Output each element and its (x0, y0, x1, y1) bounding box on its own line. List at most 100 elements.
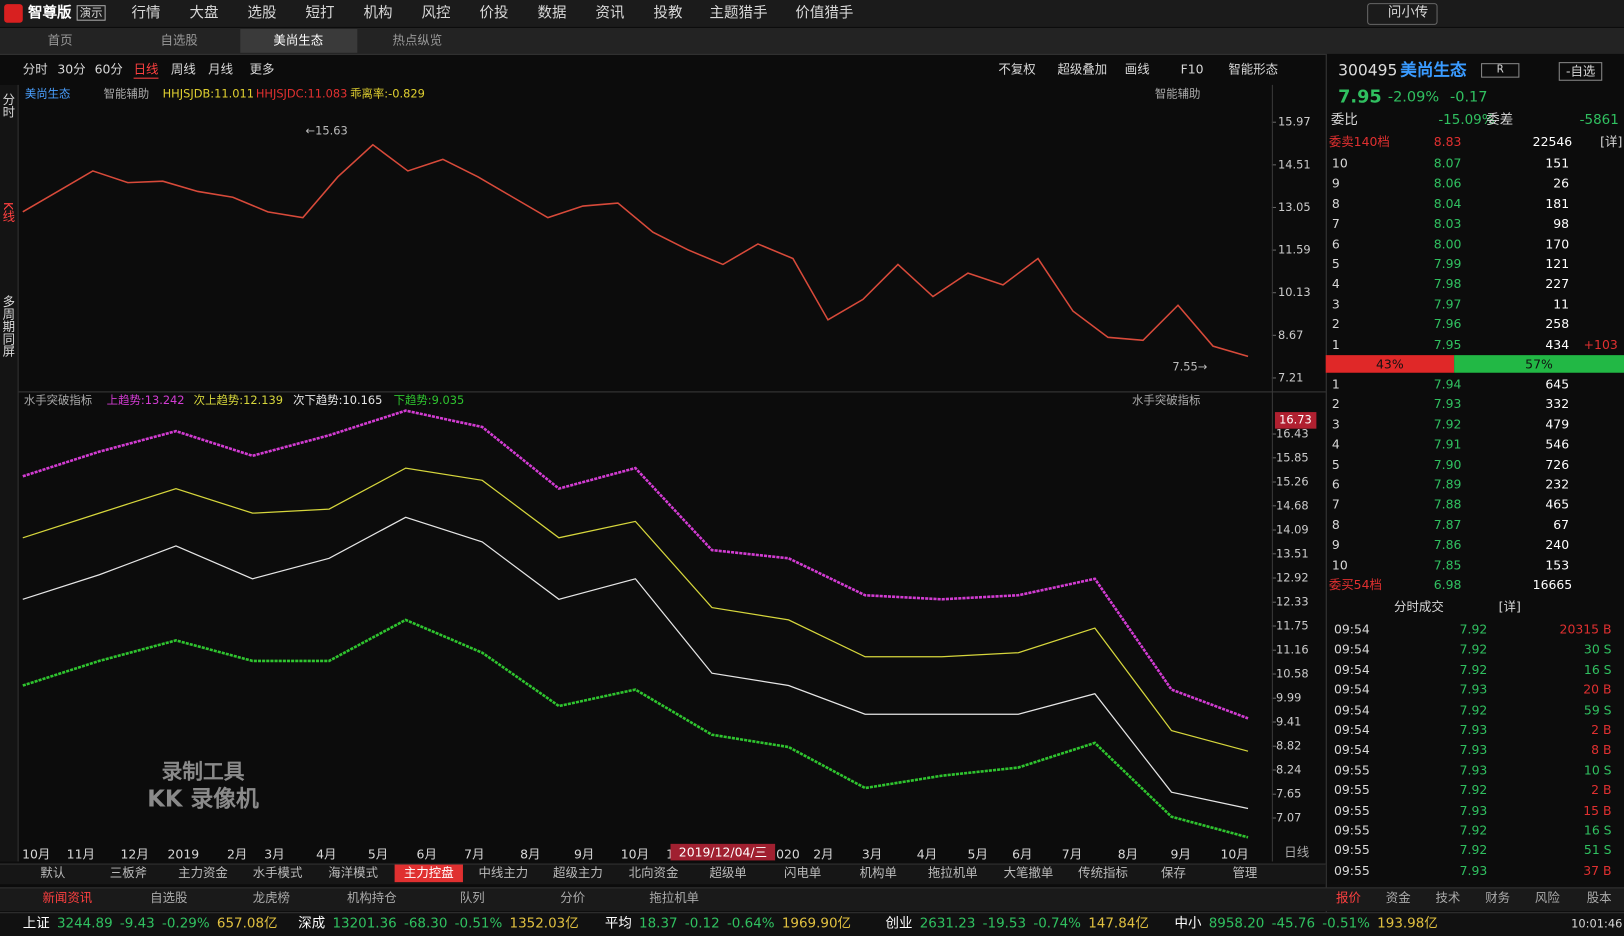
period-button[interactable]: 60分 (94, 62, 123, 77)
quote-tab[interactable]: 股本 (1586, 890, 1612, 905)
tab-label[interactable]: 首页 (47, 33, 73, 48)
y-tick-label: 7.21 (1278, 370, 1303, 384)
period-button[interactable]: 日线 (133, 61, 159, 79)
info-tab[interactable]: 自选股 (150, 890, 188, 905)
side-tab[interactable]: 分时 (1, 93, 16, 119)
indicator-tab[interactable]: 海洋模式 (328, 865, 379, 881)
bid-volume: 332 (1545, 396, 1570, 412)
info-tab[interactable]: 分价 (560, 890, 586, 905)
indicator-tab[interactable]: 超级单 (709, 865, 747, 881)
indicator-tab[interactable]: 传统指标 (1078, 865, 1128, 881)
side-tab[interactable]: K线 (1, 201, 16, 223)
indicator-tab[interactable]: 主力控盘 (403, 865, 454, 881)
tool-button[interactable]: 智能形态 (1228, 62, 1279, 77)
indicator-tab-bar (0, 863, 1326, 885)
index-value: 3244.89 (56, 916, 113, 932)
menu-item[interactable]: 短打 (305, 5, 335, 22)
index-item: 深成 13201.36 -68.30 -0.51% 1352.03亿 (298, 916, 588, 933)
quote-tab[interactable]: 技术 (1435, 890, 1461, 905)
tool-button[interactable]: 超级叠加 (1057, 62, 1108, 77)
trade-time: 09:54 (1333, 742, 1370, 758)
indicator-tab[interactable]: 中线主力 (478, 865, 529, 881)
tab-label[interactable]: 美尚生态 (273, 33, 324, 48)
detail-link[interactable]: [详] (1600, 134, 1623, 150)
detail-link[interactable]: [详] (1498, 599, 1521, 614)
index-name: 创业 (885, 916, 913, 932)
info-tab[interactable]: 龙虎榜 (252, 890, 291, 905)
indicator-tab[interactable]: 拖拉机单 (927, 865, 978, 881)
bid-total-label: 委买54档 (1328, 577, 1382, 593)
indicator-tab[interactable]: 大笔撤单 (1003, 865, 1054, 881)
side-tab[interactable]: 多周期同屏 (1, 295, 16, 358)
tool-button[interactable]: 画线 (1124, 62, 1150, 77)
menu-item[interactable]: 行情 (131, 5, 161, 22)
ask-price: 7.98 (1433, 276, 1462, 292)
quote-tab[interactable]: 财务 (1485, 890, 1511, 905)
trade-time: 09:55 (1333, 803, 1370, 818)
trade-price: 7.92 (1459, 622, 1488, 637)
menu-item[interactable]: 价值猎手 (795, 5, 854, 22)
indicator-tab[interactable]: 主力资金 (178, 865, 228, 881)
search-box[interactable] (1367, 3, 1438, 25)
indicator-tab[interactable]: 三板斧 (109, 865, 148, 881)
tab[interactable] (240, 28, 358, 53)
period-button[interactable]: 30分 (57, 62, 86, 77)
ask-volume: 26 (1553, 176, 1570, 191)
ask-level: 8 (1331, 196, 1340, 212)
indicator-tab[interactable]: 闪电单 (784, 865, 822, 881)
info-tab[interactable]: 拖拉机单 (649, 890, 700, 905)
quote-tab[interactable]: 报价 (1336, 890, 1361, 905)
period-button[interactable]: 更多 (249, 62, 275, 77)
menu-item[interactable]: 主题猎手 (709, 5, 768, 22)
bid-volume: 153 (1545, 557, 1570, 573)
info-tab[interactable]: 机构持仓 (346, 890, 397, 905)
bid-volume: 465 (1545, 497, 1570, 512)
menu-item[interactable]: 机构 (363, 5, 393, 22)
trade-price: 7.92 (1459, 642, 1488, 657)
trade-price: 7.93 (1459, 722, 1488, 738)
ask-total-price: 8.83 (1433, 134, 1462, 150)
period-button[interactable]: 周线 (170, 62, 196, 77)
info-tab[interactable]: 新闻资讯 (42, 890, 93, 905)
info-tab[interactable]: 队列 (459, 890, 485, 905)
trade-time: 09:54 (1333, 642, 1370, 657)
indicator-tab[interactable]: 北向资金 (628, 865, 679, 881)
index-value: 2631.23 (919, 916, 976, 932)
period-button[interactable]: 分时 (22, 62, 48, 77)
indicator-tab[interactable]: 水手模式 (252, 865, 303, 881)
watch-button[interactable]: -自选 (1558, 62, 1603, 81)
indicator-tab[interactable]: 超级主力 (553, 865, 603, 881)
label: 委差 (1486, 112, 1514, 129)
quote-tab[interactable]: 风险 (1534, 890, 1560, 905)
period-button[interactable]: 月线 (208, 62, 234, 77)
trade-time: 09:55 (1333, 823, 1370, 838)
indicator-tab[interactable]: 管理 (1232, 865, 1258, 881)
logo-icon (4, 4, 23, 23)
tab-label[interactable]: 自选股 (160, 33, 198, 48)
tab-label[interactable]: 热点纵览 (392, 33, 443, 48)
menu-item[interactable]: 大盘 (189, 5, 219, 22)
menu-item[interactable]: 数据 (537, 5, 567, 22)
indicator-tab[interactable]: 默认 (40, 865, 66, 881)
x-tick-label: 5月 (367, 846, 389, 862)
menu-item[interactable]: 投教 (653, 5, 683, 22)
trade-time: 09:55 (1333, 782, 1370, 798)
bid-price: 7.92 (1433, 417, 1462, 432)
trade-volume: 10 S (1583, 762, 1612, 778)
tool-button[interactable]: 不复权 (998, 62, 1036, 77)
bid-level: 9 (1331, 537, 1340, 553)
menu-item[interactable]: 选股 (247, 5, 277, 22)
menu-item[interactable]: 价投 (479, 5, 509, 22)
change: -0.17 (1449, 89, 1488, 106)
indicator-tab[interactable]: 机构单 (859, 865, 897, 881)
menu-item[interactable]: 资讯 (595, 5, 625, 22)
tool-button[interactable]: F10 (1180, 62, 1204, 77)
ask-price: 8.06 (1433, 176, 1462, 191)
trade-time: 09:55 (1333, 762, 1370, 778)
quote-tab[interactable]: 资金 (1385, 890, 1411, 905)
menu-bar (0, 0, 1624, 27)
menu-item[interactable]: 风控 (421, 5, 451, 22)
status-bar (0, 912, 1624, 936)
indicator-tab[interactable]: 保存 (1161, 865, 1186, 881)
